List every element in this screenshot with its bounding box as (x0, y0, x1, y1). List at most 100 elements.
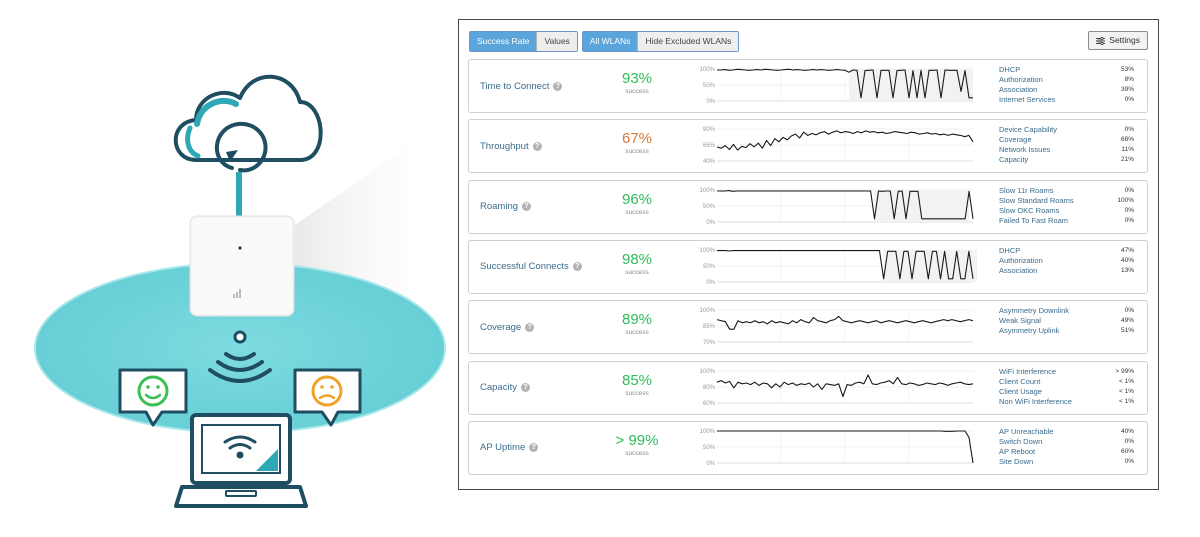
timeline-sparkline[interactable]: 100% 80% 60% (687, 367, 977, 409)
laptop-icon (174, 413, 308, 508)
classifier-name[interactable]: Network Issues (999, 145, 1051, 155)
classifier-name[interactable]: Slow 11r Roams (999, 185, 1054, 195)
classifier-name[interactable]: Weak Signal (999, 316, 1041, 326)
classifier-values: 40% 0% 60% 0% (1094, 427, 1134, 467)
classifier-name[interactable]: Non WiFi Interference (999, 396, 1072, 406)
classifier-name[interactable]: WiFi Interference (999, 366, 1057, 376)
classifier-names: Asymmetry Downlink Weak Signal Asymmetry U… (999, 306, 1109, 336)
values-button[interactable]: Values (536, 32, 577, 51)
classifier-value: 53% (1120, 66, 1134, 73)
classifier-value: < 1% (1119, 397, 1134, 405)
classifier-name[interactable]: Authorization (999, 255, 1043, 265)
sle-title[interactable]: Successful Connects? (480, 241, 582, 293)
axis-tick-label: 50% (703, 445, 716, 451)
classifier-value: < 1% (1119, 377, 1134, 385)
classifier-value: 51% (1120, 327, 1134, 335)
all-wlans-button[interactable]: All WLANs (582, 32, 638, 51)
help-icon[interactable]: ? (529, 443, 539, 453)
axis-tick-label: 50% (703, 83, 716, 89)
sle-dashboard-panel: Success Rate Values All WLANs Hide Exclu… (458, 19, 1159, 490)
sle-row-capacity[interactable]: Capacity? 85% success WiFi Interference Clie… (468, 360, 1148, 415)
sle-row-time-to-connect[interactable]: Time to Connect? 93% success DHCP Authorizat… (468, 59, 1148, 113)
help-icon[interactable]: ? (525, 322, 535, 332)
classifier-names: Device Capability Coverage Network Issues C… (999, 125, 1109, 165)
classifier-value: 49% (1120, 317, 1134, 325)
wlan-filter: All WLANs Hide Excluded WLANs (581, 31, 740, 52)
sle-title-text: Throughput (480, 140, 529, 152)
classifier-name[interactable]: Asymmetry Downlink (999, 306, 1070, 316)
sle-row-ap-uptime[interactable]: AP Uptime? > 99% success AP Unreachable Swit… (468, 420, 1148, 475)
cloud-sync-icon (173, 74, 323, 173)
classifier-name[interactable]: Client Count (999, 376, 1041, 386)
classifier-name[interactable]: Device Capability (999, 125, 1057, 135)
success-percent: 67% (621, 130, 653, 148)
sle-title[interactable]: Capacity? (480, 362, 530, 414)
timeline-sparkline[interactable]: 100% 50% 0% (687, 65, 977, 107)
classifier-name[interactable]: DHCP (999, 65, 1021, 74)
classifier-value: 100% (1117, 196, 1134, 204)
sle-title[interactable]: Time to Connect? (480, 60, 563, 112)
classifier-name[interactable]: Coverage (999, 135, 1032, 145)
help-icon[interactable]: ? (520, 383, 530, 392)
classifier-name[interactable]: Client Usage (999, 386, 1042, 396)
classifier-values: 0% 100% 0% 0% (1094, 186, 1134, 226)
sle-row-successful-connects[interactable]: Successful Connects? 98% success DHCP Author… (468, 239, 1148, 294)
timeline-sparkline[interactable]: 90% 65% 40% (687, 125, 977, 167)
illustration (0, 0, 455, 532)
axis-tick-label: 85% (703, 324, 716, 330)
timeline-sparkline[interactable]: 100% 50% 0% (687, 246, 977, 288)
classifier-name[interactable]: Asymmetry Uplink (999, 326, 1060, 336)
hide-excluded-wlans-button[interactable]: Hide Excluded WLANs (637, 32, 739, 51)
classifier-values: 53% 8% 39% 0% (1094, 65, 1134, 105)
success-percent: 98% (621, 250, 653, 268)
axis-tick-label: 60% (703, 401, 716, 407)
classifier-name[interactable]: AP Reboot (999, 446, 1036, 456)
classifier-name[interactable]: Slow OKC Roams (999, 205, 1060, 215)
classifier-value: 0% (1124, 307, 1134, 315)
success-rate-button[interactable]: Success Rate (470, 32, 537, 51)
timeline-sparkline[interactable]: 100% 50% 0% (687, 427, 977, 469)
settings-label: Settings (1109, 35, 1140, 45)
axis-tick-label: 40% (703, 159, 716, 165)
help-icon[interactable]: ? (572, 262, 582, 272)
sle-title[interactable]: AP Uptime? (480, 422, 539, 474)
success-label: success (625, 208, 649, 216)
timeline-sparkline[interactable]: 100% 50% 0% (687, 186, 977, 228)
axis-tick-label: 0% (706, 99, 715, 105)
sle-title[interactable]: Throughput? (480, 120, 542, 172)
classifier-name[interactable]: Association (999, 85, 1038, 94)
help-icon[interactable]: ? (522, 202, 532, 212)
settings-icon (1096, 36, 1106, 45)
sle-title[interactable]: Roaming? (480, 181, 532, 233)
sle-title-text: Capacity (480, 382, 517, 393)
help-icon[interactable]: ? (532, 141, 542, 151)
sle-row-throughput[interactable]: Throughput? 67% success Device Capability Co… (468, 119, 1148, 174)
classifier-name[interactable]: Slow Standard Roams (999, 195, 1074, 205)
classifier-name[interactable]: Authorization (999, 75, 1043, 84)
axis-tick-label: 100% (700, 369, 716, 375)
classifier-name[interactable]: Internet Services (999, 95, 1056, 104)
settings-button[interactable]: Settings (1088, 31, 1148, 50)
classifier-name[interactable]: Capacity (999, 155, 1029, 165)
success-label: success (625, 148, 649, 156)
success-rate-series-line (717, 68, 973, 99)
sle-row-roaming[interactable]: Roaming? 96% success Slow 11r Roams Slow Sta… (468, 179, 1148, 234)
classifier-name[interactable]: Association (999, 265, 1038, 275)
timeline-sparkline[interactable]: 100% 85% 70% (687, 306, 977, 348)
classifier-name[interactable]: Site Down (999, 456, 1034, 466)
axis-tick-label: 65% (703, 143, 716, 149)
success-rate-series-line (716, 130, 974, 151)
classifier-name[interactable]: Failed To Fast Roam (999, 215, 1069, 225)
sle-title[interactable]: Coverage? (480, 301, 535, 353)
classifier-value: 47% (1120, 246, 1134, 254)
success-label: success (625, 268, 649, 276)
classifier-name[interactable]: Switch Down (999, 436, 1043, 446)
axis-tick-label: 90% (703, 127, 716, 133)
access-point-icon (189, 215, 295, 317)
classifier-value: 0% (1124, 457, 1134, 465)
classifier-name[interactable]: AP Unreachable (999, 426, 1054, 436)
help-icon[interactable]: ? (553, 81, 563, 91)
classifier-name[interactable]: DHCP (999, 245, 1021, 255)
axis-tick-label: 100% (700, 248, 716, 254)
sle-row-coverage[interactable]: Coverage? 89% success Asymmetry Downlink Wea… (468, 300, 1148, 355)
